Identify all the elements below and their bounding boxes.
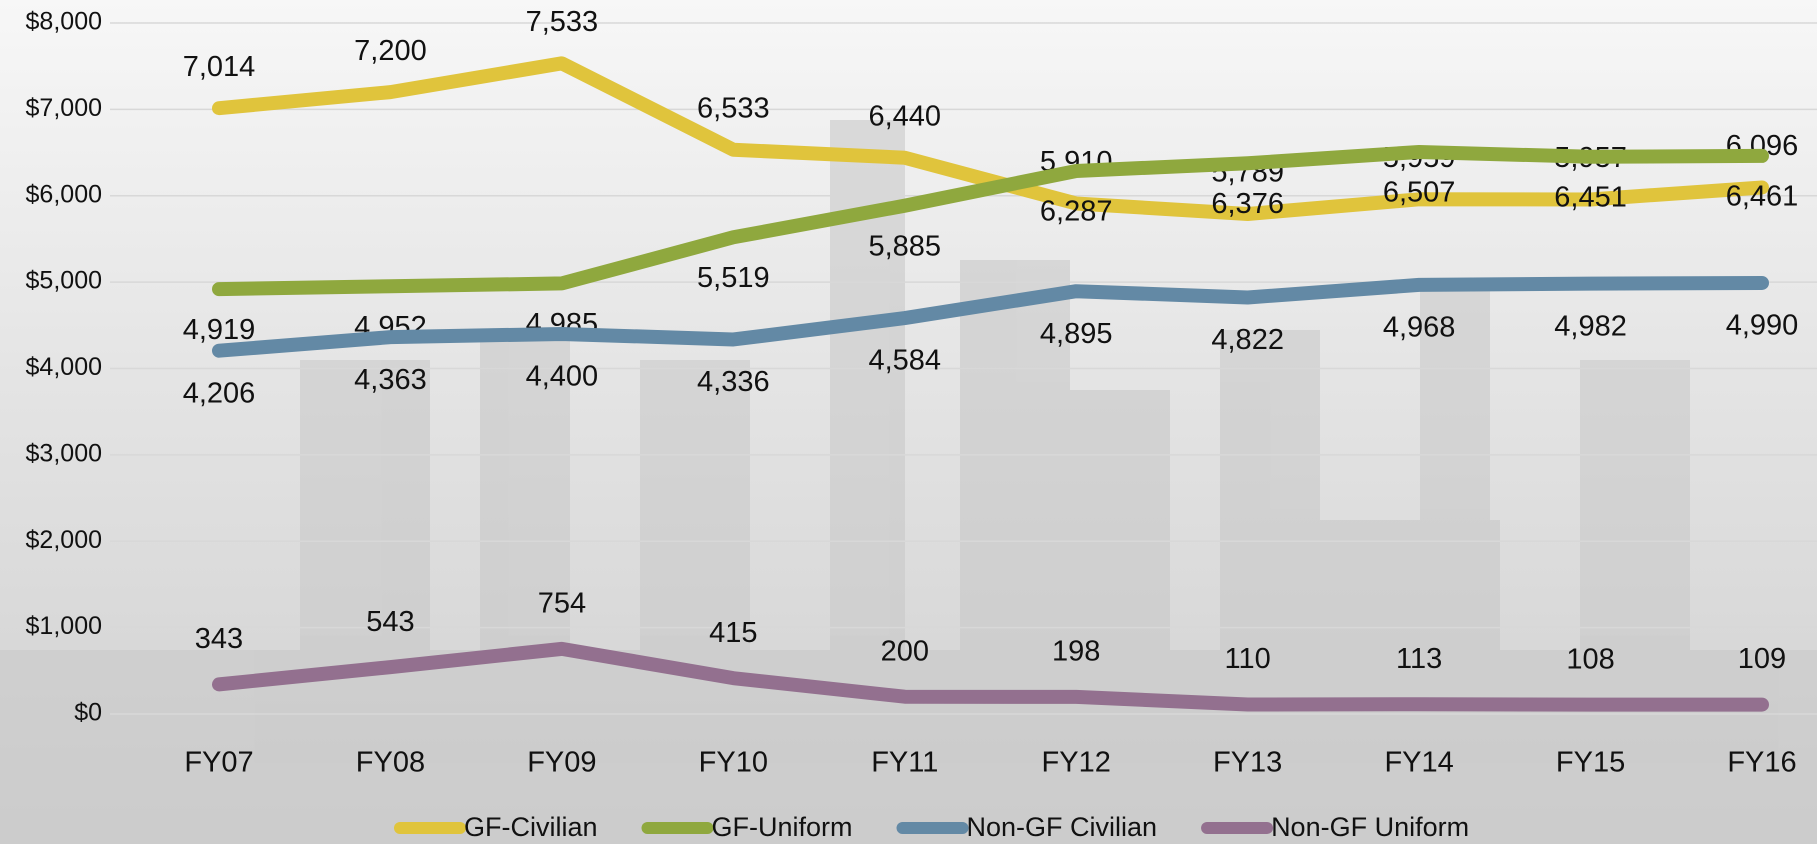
data-label: 7,533 bbox=[526, 6, 599, 38]
legend-label: GF-Uniform bbox=[712, 812, 853, 842]
data-label: 198 bbox=[1052, 636, 1100, 668]
y-tick-label: $7,000 bbox=[26, 94, 102, 122]
x-tick-label: FY07 bbox=[184, 747, 253, 779]
y-tick-label: $6,000 bbox=[26, 180, 102, 208]
x-tick-label: FY08 bbox=[356, 747, 425, 779]
chart: $0 $1,000 $2,000 $3,000 $4,000 $5,000 $6,000 $7… bbox=[0, 0, 1817, 844]
data-label: 6,376 bbox=[1211, 188, 1284, 220]
legend-label: Non-GF Uniform bbox=[1271, 812, 1469, 842]
data-label: 4,584 bbox=[868, 345, 941, 377]
data-label: 4,895 bbox=[1040, 318, 1113, 350]
x-tick-label: FY10 bbox=[699, 747, 768, 779]
x-tick-label: FY13 bbox=[1213, 747, 1282, 779]
x-tick-label: FY16 bbox=[1727, 747, 1796, 779]
data-label: 4,919 bbox=[183, 314, 256, 346]
y-tick-label: $3,000 bbox=[26, 439, 102, 467]
data-label: 4,822 bbox=[1211, 324, 1284, 356]
data-label: 110 bbox=[1225, 643, 1271, 675]
data-label: 6,440 bbox=[868, 100, 941, 132]
data-label: 200 bbox=[881, 635, 929, 667]
x-tick-label: FY09 bbox=[527, 747, 596, 779]
data-label: 113 bbox=[1396, 643, 1442, 675]
x-tick-label: FY11 bbox=[871, 747, 938, 779]
y-tick-label: $2,000 bbox=[26, 526, 102, 554]
x-tick-label: FY14 bbox=[1384, 747, 1453, 779]
data-label: 343 bbox=[195, 623, 243, 655]
data-label: 7,014 bbox=[183, 51, 256, 83]
data-label: 4,400 bbox=[526, 361, 599, 393]
legend-label: GF-Civilian bbox=[464, 812, 598, 842]
data-label: 4,336 bbox=[697, 366, 770, 398]
y-tick-label: $4,000 bbox=[26, 353, 102, 381]
data-label: 7,200 bbox=[354, 35, 427, 67]
data-label: 4,982 bbox=[1554, 310, 1627, 342]
data-label: 4,990 bbox=[1726, 310, 1799, 342]
data-label: 108 bbox=[1566, 643, 1614, 675]
data-label: 6,533 bbox=[697, 92, 770, 124]
data-label: 6,287 bbox=[1040, 196, 1113, 228]
data-label: 754 bbox=[538, 588, 586, 620]
data-label: 6,451 bbox=[1554, 181, 1627, 213]
data-label: 543 bbox=[366, 606, 414, 638]
data-label: 6,461 bbox=[1726, 181, 1799, 213]
data-label: 5,519 bbox=[697, 262, 770, 294]
data-label: 4,206 bbox=[183, 377, 256, 409]
data-label: 5,885 bbox=[868, 230, 941, 262]
data-label: 109 bbox=[1738, 643, 1786, 675]
data-label: 4,968 bbox=[1383, 312, 1456, 344]
y-tick-label: $0 bbox=[74, 699, 102, 727]
x-tick-label: FY12 bbox=[1042, 747, 1111, 779]
y-tick-label: $1,000 bbox=[26, 612, 102, 640]
x-tick-label: FY15 bbox=[1556, 747, 1625, 779]
y-tick-label: $5,000 bbox=[26, 267, 102, 295]
data-label: 415 bbox=[709, 617, 757, 649]
data-label: 4,363 bbox=[354, 364, 427, 396]
data-label: 6,507 bbox=[1383, 177, 1456, 209]
y-tick-label: $8,000 bbox=[26, 8, 102, 36]
legend-label: Non-GF Civilian bbox=[967, 812, 1158, 842]
